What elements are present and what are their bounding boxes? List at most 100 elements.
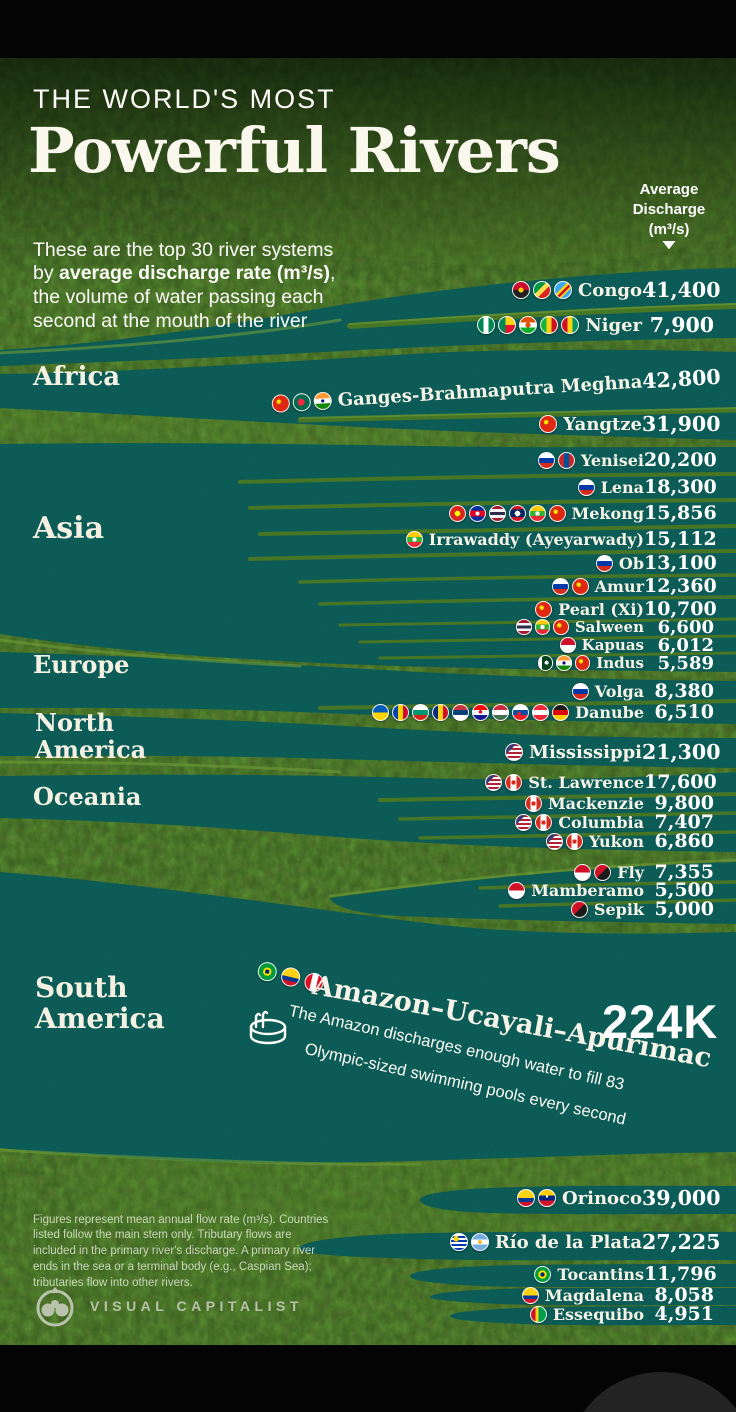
flag-russia-icon	[537, 451, 555, 469]
river-flags	[508, 881, 526, 899]
river-row-ob: Ob 13,100	[595, 549, 717, 577]
river-flags	[551, 577, 589, 595]
river-discharge-value: 20,200	[644, 449, 717, 471]
flag-mali-icon	[540, 316, 559, 334]
river-row-indus: Indus 5,589	[537, 649, 714, 677]
river-discharge-value: 7,900	[649, 313, 714, 337]
river-row-kapuas: Kapuas 6,012	[560, 631, 714, 659]
river-flags	[537, 655, 591, 671]
river-discharge-value: 6,600	[657, 616, 714, 638]
river-discharge-value: 39,000	[642, 1186, 721, 1210]
flag-canada-icon	[565, 832, 583, 850]
flag-china-icon	[574, 655, 591, 671]
river-name: Niger	[585, 314, 642, 336]
amazon-discharge-value: 224K	[602, 995, 719, 1048]
flag-usa-icon	[485, 773, 503, 791]
flag-brazil-icon	[255, 960, 279, 984]
bottom-letterbox-bar	[0, 1345, 736, 1412]
visual-capitalist-mark-icon	[36, 1287, 74, 1327]
flag-guyana-icon	[529, 1305, 547, 1323]
river-name: Kapuas	[581, 636, 644, 654]
river-flags	[534, 1265, 552, 1283]
river-discharge-value: 6,860	[654, 830, 715, 852]
river-flags	[571, 682, 589, 700]
river-flags	[511, 281, 572, 299]
flag-russia-icon	[551, 577, 569, 595]
river-flags	[539, 415, 558, 433]
flag-papua-new-guinea-icon	[594, 863, 612, 881]
floating-action-button[interactable]	[566, 1372, 736, 1412]
river-name: Lena	[600, 477, 644, 497]
river-flags	[516, 1189, 556, 1207]
river-flags	[485, 773, 523, 791]
brand-name: VISUAL CAPITALIST	[90, 1298, 303, 1314]
river-discharge-value: 18,300	[644, 476, 717, 498]
river-flags	[515, 813, 553, 831]
flag-colombia-icon	[279, 965, 303, 989]
river-row-rio-de-la-plata: Río de la Plata 27,225	[449, 1228, 721, 1256]
page-title: Powerful Rivers	[28, 114, 561, 187]
river-discharge-value: 11,796	[644, 1263, 717, 1285]
river-flags	[505, 743, 524, 761]
flag-benin-icon	[498, 316, 517, 334]
river-name: St. Lawrence	[528, 772, 644, 792]
river-name: Mississippi	[529, 741, 642, 763]
flag-mongolia-icon	[557, 451, 575, 469]
flag-indonesia-icon	[508, 881, 526, 899]
river-discharge-value: 31,900	[642, 412, 721, 436]
river-name: Mackenzie	[547, 793, 644, 813]
river-row-sepik: Sepik 5,000	[570, 895, 714, 923]
flag-china-icon	[271, 393, 291, 414]
flag-moldova-icon	[392, 703, 410, 721]
flag-canada-icon	[524, 794, 542, 812]
flag-china-icon	[535, 600, 553, 618]
brand-logo: VISUAL CAPITALIST	[30, 1284, 303, 1328]
river-flags	[449, 1233, 489, 1251]
river-name: Yenisei	[580, 450, 644, 470]
river-discharge-value: 27,225	[642, 1230, 721, 1254]
river-discharge-value: 7,407	[654, 811, 715, 833]
river-flags	[521, 1286, 539, 1304]
flag-usa-icon	[505, 743, 524, 761]
flag-nigeria-icon	[477, 316, 496, 334]
flag-myanmar-icon	[528, 504, 546, 522]
river-discharge-value: 8,380	[654, 680, 715, 702]
swimming-pool-icon	[249, 1010, 287, 1045]
river-row-essequibo: Essequibo 4,951	[529, 1300, 714, 1328]
river-row-tocantins: Tocantins 11,796	[534, 1260, 717, 1288]
column-header-line1: Average	[639, 181, 699, 198]
flag-china-icon	[539, 415, 558, 433]
flag-slovakia-icon	[512, 703, 530, 721]
river-discharge-value: 10,700	[644, 598, 717, 620]
river-row-pearl-xi: Pearl (Xi) 10,700	[535, 595, 717, 623]
flag-angola-icon	[511, 281, 530, 299]
flag-ukraine-icon	[372, 703, 390, 721]
river-discharge-value: 5,589	[657, 652, 714, 674]
river-name: Yukon	[588, 831, 644, 851]
flag-china-icon	[553, 619, 569, 635]
subtitle-part2: , the volume of water passing each secon…	[33, 262, 336, 332]
continent-label-south-america: South America	[35, 971, 165, 1036]
flag-guinea-icon	[561, 316, 580, 334]
river-row-niger: Niger 7,900	[477, 311, 714, 339]
flag-usa-icon	[545, 832, 563, 850]
flag-dr-congo-icon	[553, 281, 572, 299]
river-row-mississippi: Mississippi 21,300	[505, 738, 720, 766]
river-row-volga: Volga 8,380	[571, 677, 715, 705]
flag-uruguay-icon	[449, 1233, 468, 1251]
subtitle: These are the top 30 river systems by av…	[33, 239, 351, 334]
river-row-columbia: Columbia 7,407	[515, 808, 714, 836]
flag-russia-icon	[571, 682, 589, 700]
continent-label-europe: Europe	[33, 650, 130, 679]
river-flags	[448, 504, 566, 522]
flag-thailand-icon	[516, 619, 532, 635]
river-name: Magdalena	[544, 1285, 644, 1305]
river-row-orinoco: Orinoco 39,000	[516, 1184, 721, 1212]
subtitle-part1: These are the top 30 river systems by	[33, 238, 334, 285]
river-discharge-value: 13,100	[644, 552, 717, 574]
river-name: Indus	[596, 654, 644, 672]
river-row-danube: Danube 6,510	[372, 698, 714, 726]
river-flags	[477, 316, 580, 334]
continent-label-north-america: North America	[35, 708, 147, 764]
kicker-title: THE WORLD'S MOST	[33, 84, 336, 114]
